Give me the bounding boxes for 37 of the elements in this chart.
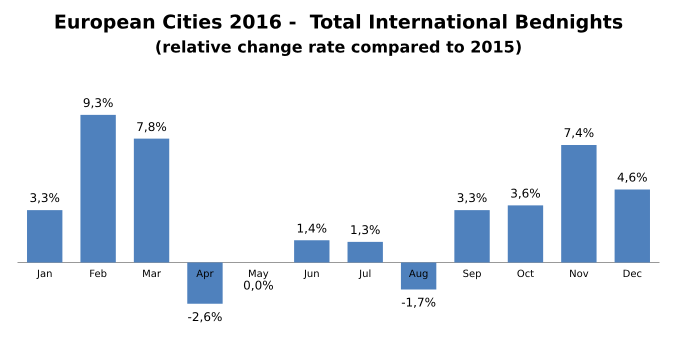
x-tick-label: Nov — [569, 269, 589, 280]
x-tick-label: Jun — [302, 269, 320, 280]
data-label: 3,3% — [29, 191, 60, 206]
bar — [134, 138, 170, 262]
bar — [294, 240, 330, 262]
x-tick-label: Aug — [408, 269, 428, 280]
bar — [508, 205, 544, 262]
bar — [348, 242, 383, 262]
bar — [454, 210, 490, 262]
data-label: -2,6% — [188, 310, 222, 324]
data-label: 4,6% — [617, 170, 648, 185]
bar — [27, 210, 62, 262]
bar — [187, 262, 223, 304]
chart-subtitle: (relative change rate compared to 2015) — [154, 38, 522, 57]
bar — [614, 189, 650, 262]
data-label: 9,3% — [82, 96, 114, 110]
data-label: -1,7% — [401, 296, 436, 310]
x-tick-label: Oct — [516, 269, 534, 280]
chart-title: European Cities 2016 - Total International Bednights — [54, 11, 624, 34]
data-label: 1,4% — [296, 221, 328, 236]
x-tick-label: Jul — [358, 269, 372, 280]
data-label: 0,0% — [243, 278, 274, 293]
x-tick-label: Apr — [196, 269, 214, 280]
x-tick-label: Mar — [142, 269, 162, 280]
data-label: 7,4% — [564, 126, 594, 140]
data-label: 3,3% — [456, 191, 488, 206]
x-tick-label: Sep — [462, 269, 482, 280]
x-tick-label: Jan — [36, 269, 52, 280]
x-tick-label: May — [248, 269, 269, 280]
x-tick-label: Feb — [89, 269, 107, 280]
bar — [561, 145, 597, 262]
bar — [80, 114, 116, 262]
data-label: 1,3% — [350, 222, 380, 237]
bar — [400, 262, 436, 290]
data-label: 7,8% — [136, 120, 167, 134]
data-label: 3,6% — [510, 186, 541, 200]
x-tick-label: Dec — [622, 269, 642, 280]
